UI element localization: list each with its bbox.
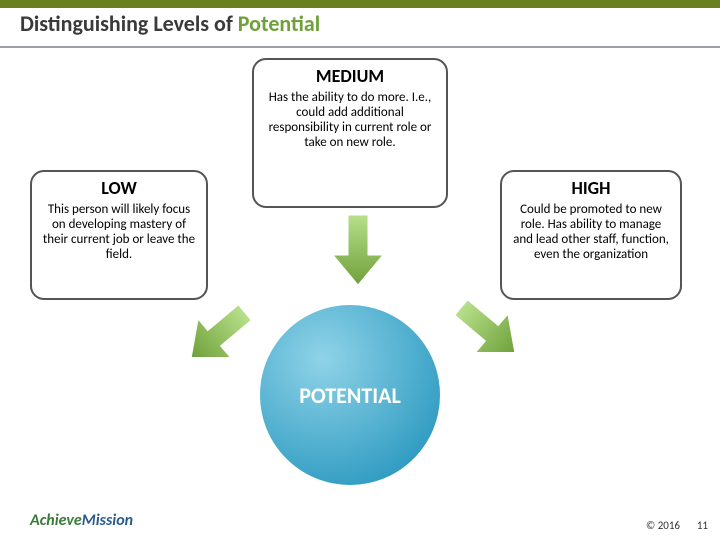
box-desc-low: This person will likely focus on develop… xyxy=(40,203,198,263)
title-accent: Potential xyxy=(238,10,320,37)
title-plain: Distinguishing Levels of xyxy=(20,10,238,37)
title-underline xyxy=(0,46,720,48)
box-desc-medium: Has the ability to do more. I.e., could … xyxy=(262,91,438,151)
logo-mission: Mission xyxy=(82,511,133,530)
potential-circle: POTENTIAL xyxy=(260,305,440,485)
top-accent-bar xyxy=(0,0,720,8)
box-header-high: HIGH xyxy=(510,178,672,199)
logo: AchieveMission xyxy=(30,511,133,530)
potential-box-high: HIGH Could be promoted to new role. Has … xyxy=(500,170,682,300)
logo-achieve: Achieve xyxy=(30,511,82,530)
copyright: © 2016 xyxy=(646,519,680,532)
box-desc-high: Could be promoted to new role. Has abili… xyxy=(510,203,672,263)
slide: Distinguishing Levels of Potential LOW T… xyxy=(0,0,720,540)
circle-label: POTENTIAL xyxy=(299,382,401,409)
box-header-medium: MEDIUM xyxy=(262,66,438,87)
box-header-low: LOW xyxy=(40,178,198,199)
potential-box-low: LOW This person will likely focus on dev… xyxy=(30,170,208,300)
arrow-medium xyxy=(318,210,398,290)
page-number: 11 xyxy=(697,519,708,532)
page-title: Distinguishing Levels of Potential xyxy=(20,10,700,37)
potential-box-medium: MEDIUM Has the ability to do more. I.e.,… xyxy=(252,58,448,208)
